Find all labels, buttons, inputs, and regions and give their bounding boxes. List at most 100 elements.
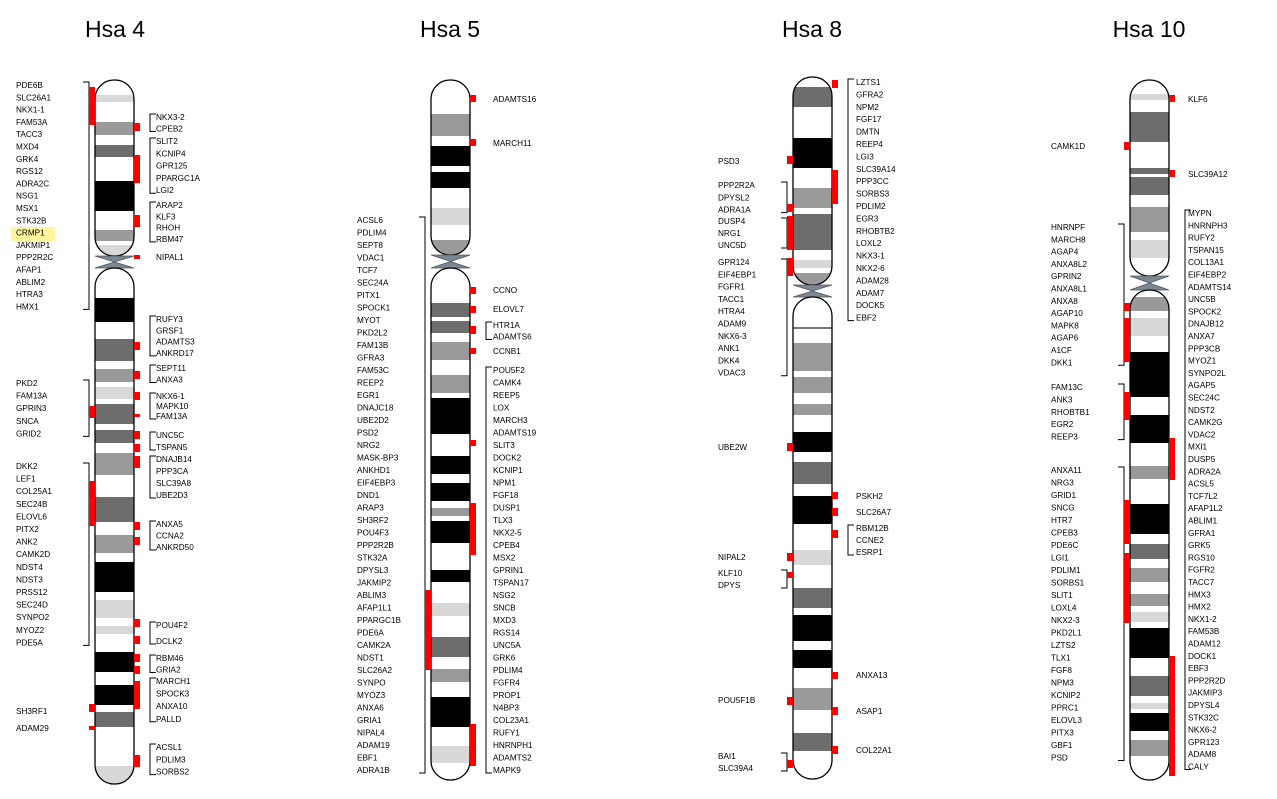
gene-group-bracket bbox=[149, 431, 156, 451]
gene-label: MAPK9 bbox=[493, 766, 521, 775]
gene-label: DOCK2 bbox=[493, 454, 522, 463]
gene-label: TCF7L2 bbox=[1188, 492, 1218, 501]
gene-label: FGF18 bbox=[493, 491, 519, 500]
gene-marker bbox=[470, 440, 476, 446]
gene-label: PDLIM4 bbox=[357, 229, 387, 238]
chromosome-title: Hsa 8 bbox=[782, 16, 842, 42]
gene-label: GRID2 bbox=[16, 429, 41, 438]
gene-label: SLC26A7 bbox=[856, 508, 891, 517]
gene-label: RHOH bbox=[156, 224, 180, 233]
gene-label: MXI1 bbox=[1188, 443, 1208, 452]
gene-marker bbox=[832, 530, 838, 538]
gene-label: SEPT11 bbox=[156, 364, 186, 373]
gene-label: ADRA2A bbox=[1188, 467, 1221, 476]
gene-label: LOX bbox=[493, 404, 510, 413]
gene-group-bracket bbox=[83, 379, 90, 437]
gene-group-bracket bbox=[1184, 209, 1191, 770]
gene-label: ADRA1B bbox=[357, 766, 390, 775]
gene-label: PDLIM4 bbox=[493, 666, 523, 675]
gene-label: GRK4 bbox=[16, 155, 39, 164]
gene-label: NKX2-5 bbox=[493, 529, 522, 538]
gene-label: HMX3 bbox=[1188, 590, 1211, 599]
gene-group-bracket bbox=[149, 743, 156, 776]
gene-marker bbox=[832, 80, 838, 88]
gene-label: FAM13C bbox=[1051, 383, 1083, 392]
gene-label: CPEB4 bbox=[493, 541, 520, 550]
gene-label: DPYSL2 bbox=[718, 193, 750, 202]
gene-marker bbox=[134, 537, 140, 545]
gene-label: EBF3 bbox=[1188, 664, 1209, 673]
gene-label: PITX3 bbox=[1051, 729, 1074, 738]
gene-group-bracket bbox=[83, 81, 90, 310]
gene-label: PITX1 bbox=[357, 291, 380, 300]
gene-label: ELOVL6 bbox=[16, 512, 47, 521]
gene-label: SNCA bbox=[16, 417, 39, 426]
gene-label: PSKH2 bbox=[856, 492, 883, 501]
gene-label: CAMK4 bbox=[493, 379, 522, 388]
gene-label: KCNIP4 bbox=[156, 149, 186, 158]
gene-marker bbox=[1169, 656, 1175, 776]
gene-group-bracket bbox=[781, 569, 788, 589]
gene-label: DKK2 bbox=[16, 462, 38, 471]
gene-label: PPP2R2B bbox=[357, 541, 394, 550]
gene-label: EGR2 bbox=[1051, 420, 1074, 429]
gene-label: MAPK10 bbox=[156, 402, 189, 411]
gene-marker bbox=[89, 481, 95, 526]
gene-label: ANXA11 bbox=[1051, 466, 1082, 475]
gene-label: SLC39A8 bbox=[156, 479, 191, 488]
gene-label: ADRA2C bbox=[16, 179, 49, 188]
gene-label: MSX2 bbox=[493, 554, 516, 563]
gene-label: LZTS1 bbox=[856, 78, 881, 87]
q-arm bbox=[95, 268, 134, 784]
gene-label: ANXA7 bbox=[1188, 332, 1215, 341]
gene-label: FGFR2 bbox=[1188, 566, 1215, 575]
gene-marker bbox=[832, 170, 838, 204]
gene-label: ADAM9 bbox=[718, 320, 747, 329]
gene-label: SNCB bbox=[493, 604, 516, 613]
gene-label: AFAP1 bbox=[16, 266, 42, 275]
p-arm bbox=[95, 80, 134, 256]
gene-label: ANXA8L2 bbox=[1051, 260, 1087, 269]
gene-group-bracket bbox=[485, 366, 492, 774]
gene-label: ABLIM1 bbox=[1188, 517, 1218, 526]
gene-label: SYNPO2L bbox=[1188, 369, 1226, 378]
gene-label: SLC26A2 bbox=[357, 666, 392, 675]
gene-label: PPP2R2C bbox=[16, 253, 53, 262]
chromosome-hsa8: Hsa 8 bbox=[718, 16, 896, 780]
gene-label: PALLD bbox=[156, 715, 181, 724]
gene-label: MARCH8 bbox=[1051, 235, 1086, 244]
centromere bbox=[792, 284, 833, 298]
gene-label: ADAM7 bbox=[856, 289, 885, 298]
gene-label: FGFR1 bbox=[718, 283, 745, 292]
gene-label: RUFY3 bbox=[156, 315, 183, 324]
gene-marker bbox=[89, 726, 95, 730]
gene-label: PPRC1 bbox=[1051, 704, 1079, 713]
gene-label: NPM1 bbox=[493, 479, 516, 488]
gene-label: DNAJC18 bbox=[357, 404, 394, 413]
gene-label: ANKRD17 bbox=[156, 349, 194, 358]
gene-label: ADAMTS6 bbox=[493, 333, 532, 342]
gene-label: FGF8 bbox=[1051, 666, 1072, 675]
gene-label: MYOT bbox=[357, 316, 381, 325]
gene-label: VDAC1 bbox=[357, 254, 385, 263]
gene-label: DOCK1 bbox=[1188, 652, 1217, 661]
gene-label: PPARGC1A bbox=[156, 174, 201, 183]
gene-group-bracket bbox=[149, 677, 156, 723]
gene-label: AGAP4 bbox=[1051, 248, 1079, 257]
gene-label: RGS14 bbox=[493, 629, 520, 638]
gene-label: UNC5C bbox=[156, 431, 184, 440]
gene-marker bbox=[425, 590, 431, 670]
gene-group-bracket bbox=[1118, 383, 1125, 441]
gene-label: CPEB2 bbox=[156, 125, 183, 134]
chromosome-hsa4: Hsa 4 bbox=[11, 16, 201, 785]
gene-marker bbox=[1124, 303, 1130, 311]
gene-label: PDE5A bbox=[16, 638, 43, 647]
gene-label: AFAP1L1 bbox=[357, 604, 392, 613]
gene-label: ANXA13 bbox=[856, 671, 888, 680]
gene-label: ANXA3 bbox=[156, 376, 183, 385]
gene-label: JAKMIP3 bbox=[1188, 689, 1223, 698]
gene-marker bbox=[134, 636, 140, 644]
gene-label: FGF17 bbox=[856, 115, 882, 124]
gene-label: PSD3 bbox=[718, 157, 740, 166]
